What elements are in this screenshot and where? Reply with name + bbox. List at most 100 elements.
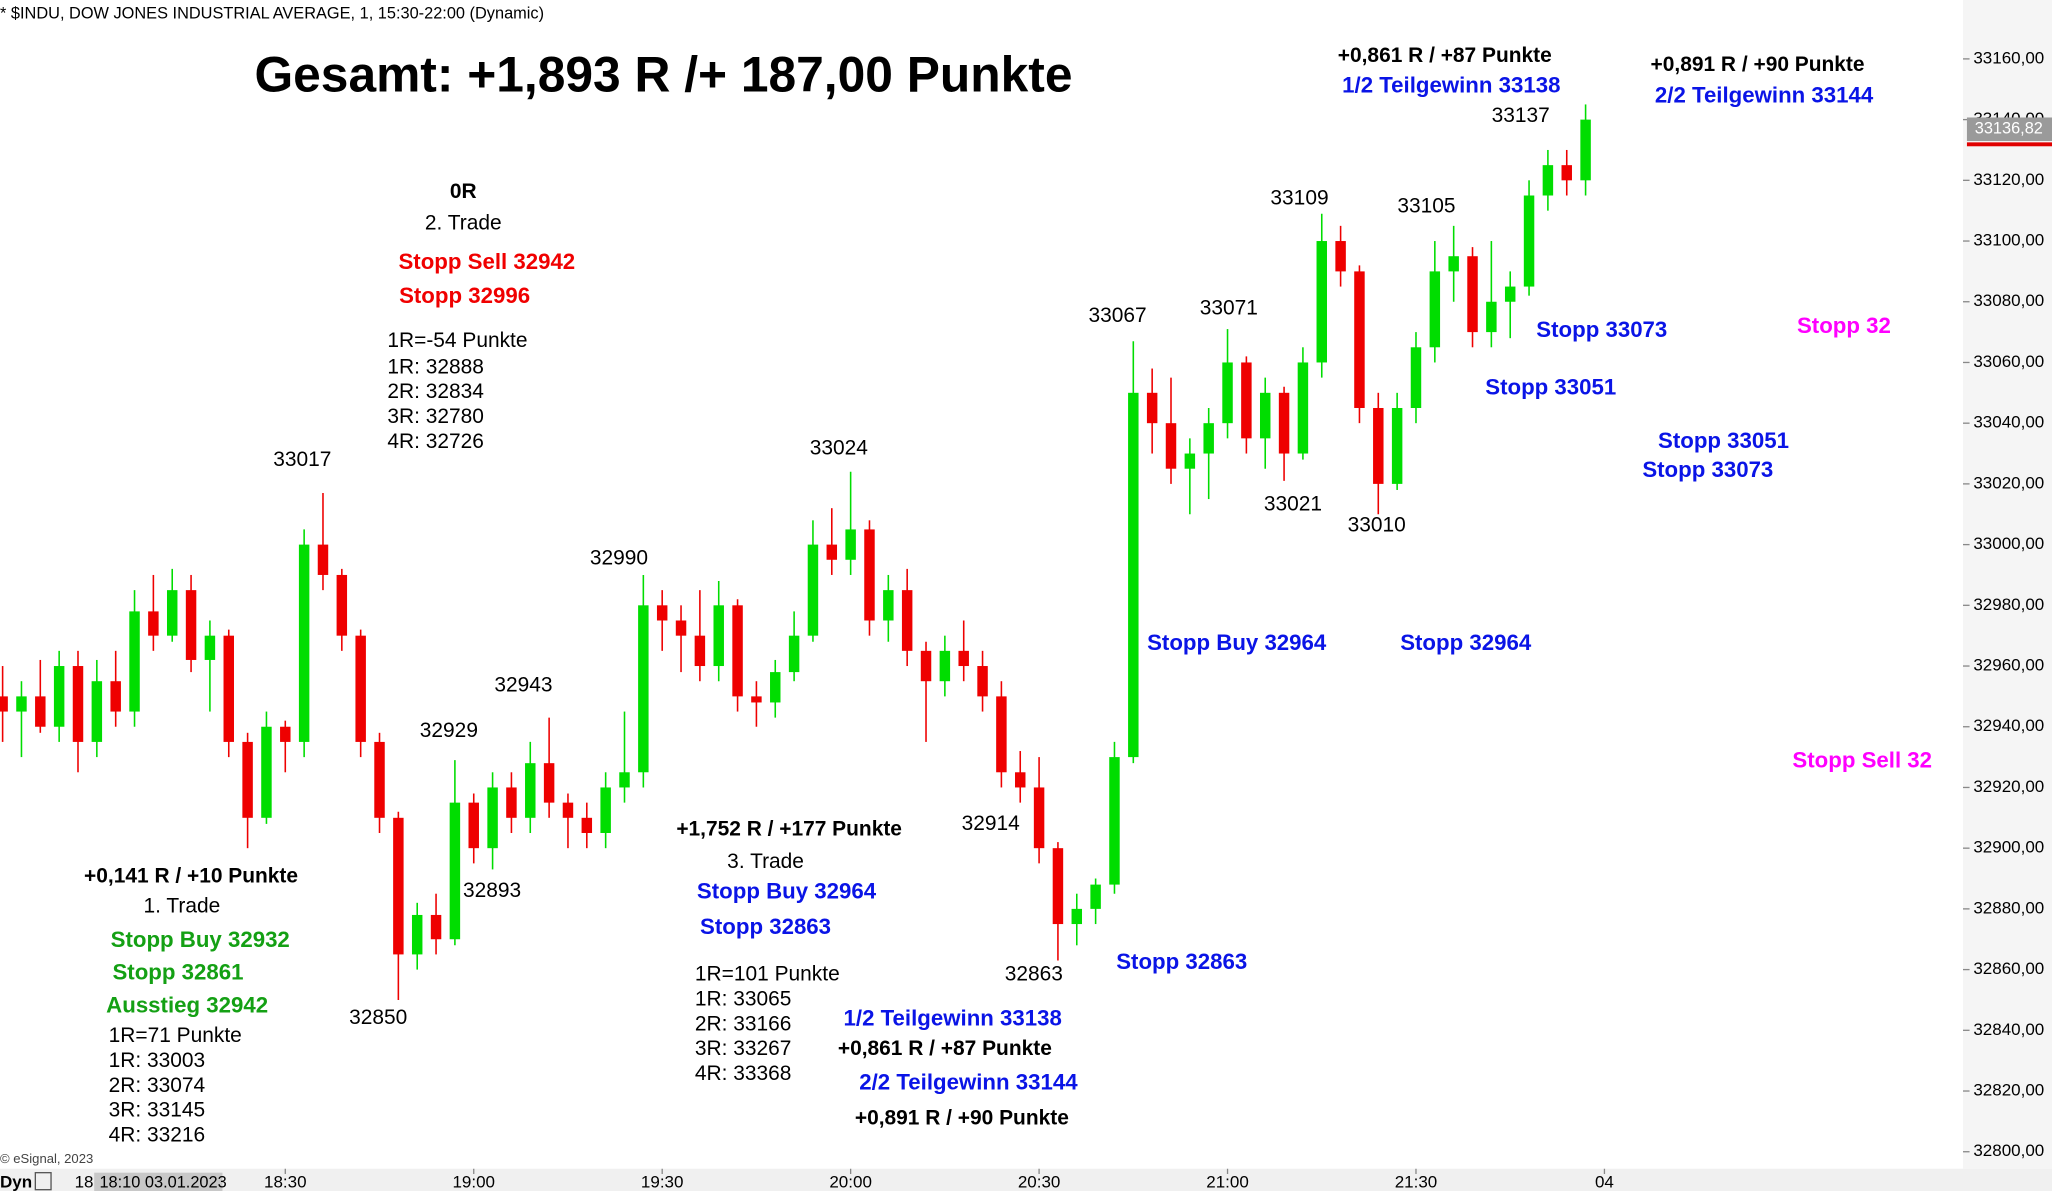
annotation: +0,861 R / +87 Punkte [1338,44,1552,67]
annotation: +0,891 R / +90 Punkte [1651,53,1865,76]
y-tick-label: 33100,00 [1973,231,2044,250]
annotation: 32893 [463,879,521,902]
candle-body [1448,256,1459,272]
annotation: 2R: 32834 [387,380,484,403]
y-tick-label: 32940,00 [1973,716,2044,735]
candle-body [845,529,856,560]
annotation: 33109 [1270,186,1328,209]
candle-body [826,544,838,560]
annotation: Stopp 32863 [1116,949,1247,974]
candle-body [883,590,894,621]
candle-body [110,681,121,712]
candle-body [1203,423,1214,454]
y-tick-label: 32860,00 [1973,959,2044,978]
annotation: 32943 [494,673,552,696]
candle-body [1052,848,1064,925]
x-tick-label: 20:30 [1018,1173,1061,1191]
x-tick-label: 21:30 [1395,1173,1438,1191]
annotation: 32990 [590,546,648,569]
annotation: Stopp 32964 [1400,630,1532,655]
x-tick-label: 19:00 [452,1173,495,1191]
candle-body [656,605,668,621]
y-tick-label: 32880,00 [1973,898,2044,917]
last-price-line [1966,142,2052,147]
candle-body [1259,392,1271,439]
candle-body [996,696,1007,773]
annotation: Ausstieg 32942 [106,992,268,1017]
candle-body [619,772,630,788]
candle-body [920,650,932,682]
candle-body [223,635,234,742]
candle-body [261,726,272,818]
candle-body [732,605,743,697]
candle-body [317,544,329,575]
candle-body [939,650,951,682]
annotation: 33021 [1264,493,1322,516]
annotation: +0,141 R / +10 Punkte [84,864,298,887]
annotation: 1/2 Teilgewinn 33138 [844,1005,1062,1030]
x-tick-label: 19:30 [641,1173,684,1191]
annotation: +0,891 R / +90 Punkte [855,1107,1069,1130]
y-tick-label: 32800,00 [1973,1141,2044,1160]
candle-body [1542,165,1554,196]
candle-body [694,635,706,667]
candle-body [1316,241,1327,363]
annotation: 1R: 33003 [109,1049,206,1072]
annotation: 3. Trade [727,850,804,873]
annotation: 4R: 33368 [695,1062,792,1085]
y-tick-label: 32840,00 [1973,1020,2044,1039]
candle-body [1297,362,1309,454]
candle-body [53,666,65,727]
candle-body [1467,256,1478,333]
candle-body [1410,347,1422,408]
annotation: Stopp 32861 [112,960,243,985]
annotation: +1,752 R / +177 Punkte [676,817,902,840]
candle-body [1429,271,1441,348]
annotation: 32863 [1005,963,1063,986]
candle-body [468,802,479,849]
chart-header: * $INDU, DOW JONES INDUSTRIAL AVERAGE, 1… [0,5,544,23]
annotation: 33137 [1492,104,1550,127]
candle-body [72,666,84,742]
y-tick-label: 33160,00 [1973,48,2044,67]
annotation: Stopp 33073 [1642,457,1773,482]
annotation: 1R: 33065 [695,987,792,1010]
lock-icon [34,1172,52,1191]
candle-body [675,620,687,636]
candle-body [1071,908,1083,925]
annotation: 1R=-54 Punkte [387,329,527,352]
annotation: 33017 [273,448,331,471]
candle-body [600,787,611,833]
annotation: 4R: 33216 [109,1124,206,1147]
x-tick-label: 21:00 [1206,1173,1249,1191]
x-tick-label: 18 [75,1173,94,1191]
candle-body [1090,884,1101,909]
annotation: Stopp 33051 [1658,428,1789,453]
annotation: 33071 [1200,296,1258,319]
candle-body [807,544,819,636]
annotation: 33067 [1089,304,1147,327]
candle-body [581,817,593,833]
candle-body [770,672,781,703]
annotation: 3R: 32780 [387,405,484,428]
y-tick-label: 33040,00 [1973,413,2044,432]
annotation: 2/2 Teilgewinn 33144 [1655,83,1874,108]
y-tick-label: 32980,00 [1973,595,2044,614]
y-tick-label: 32960,00 [1973,656,2044,675]
annotation: Stopp 33073 [1536,317,1667,342]
annotation: 32929 [420,719,478,742]
candle-body [543,763,555,803]
annotation: 33024 [810,436,869,459]
candle-body [1146,392,1158,424]
candle-body [1184,453,1196,469]
y-tick-label: 33080,00 [1973,291,2044,310]
candle-body [977,666,988,697]
candle-body [374,741,385,818]
candle-body [864,529,875,621]
annotation: 3R: 33267 [695,1037,792,1060]
candle-body [562,802,574,818]
candle-body [751,696,762,703]
x-tick-label: 18:30 [264,1173,307,1191]
y-tick-label: 33000,00 [1973,534,2044,553]
